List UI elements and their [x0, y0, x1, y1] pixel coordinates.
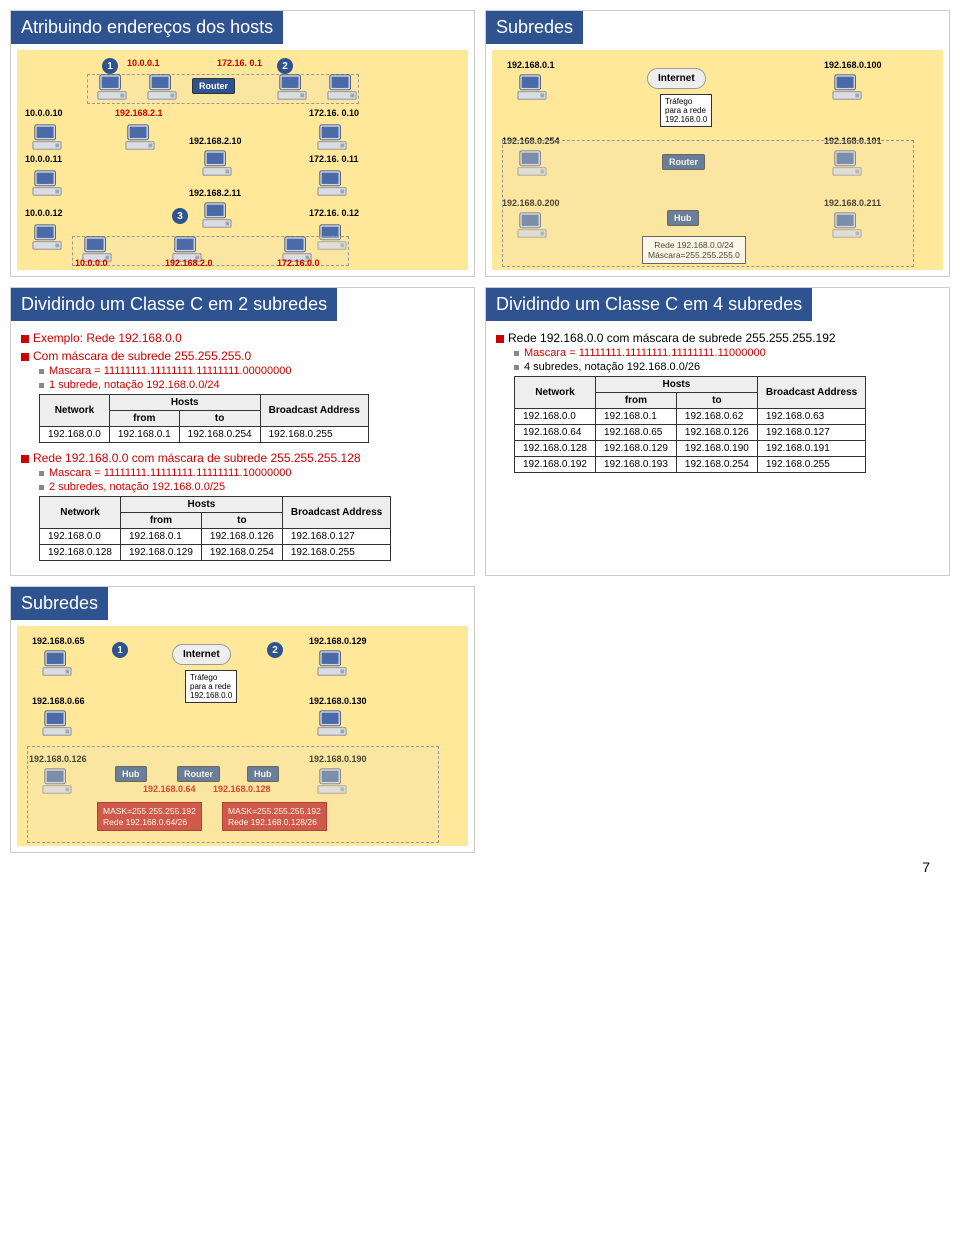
number-badge: 3	[172, 208, 188, 224]
slide-2: Subredes 192.168.0.1 Internet 192.168.0.10…	[485, 10, 950, 277]
pc-icon	[202, 200, 232, 230]
number-badge: 1	[112, 642, 128, 658]
pc-icon	[125, 122, 155, 152]
ip-label: 192.168.0.130	[309, 696, 367, 706]
slide3-body: Exemplo: Rede 192.168.0.0 Com máscara de…	[11, 321, 474, 575]
ip-label: 172.16. 0.12	[309, 208, 359, 218]
ip-label: 10.0.0.12	[25, 208, 63, 218]
bullet-mask0: Com máscara de subrede 255.255.255.0	[21, 349, 468, 363]
sub-mask192-bin: Mascara = 11111111.11111111.11111111.110…	[514, 347, 943, 359]
ip-label: 192.168.0.129	[309, 636, 367, 646]
ip-label: 192.168.0.100	[824, 60, 882, 70]
sub-mask128-bin: Mascara = 11111111.11111111.11111111.100…	[39, 467, 468, 479]
ip-label: 10.0.0.1	[127, 58, 160, 68]
pc-icon	[277, 72, 307, 102]
pc-icon	[32, 168, 62, 198]
pc-icon	[832, 72, 862, 102]
traffic-box: Tráfegopara a rede192.168.0.0	[185, 670, 237, 703]
pc-icon	[317, 168, 347, 198]
router-box: Router	[192, 78, 235, 94]
internet-cloud: Internet	[172, 644, 231, 665]
slide4-title: Dividindo um Classe C em 4 subredes	[486, 288, 812, 321]
pc-icon	[317, 708, 347, 738]
pc-icon	[42, 708, 72, 738]
pc-icon	[517, 72, 547, 102]
slide5-diagram: 192.168.0.65 1 Internet 2 192.168.0.129 Tráfe…	[17, 626, 468, 846]
pc-icon	[147, 72, 177, 102]
ip-label: 172.16. 0.11	[309, 154, 359, 164]
pc-icon	[32, 222, 62, 252]
slide-1: Atribuindo endereços dos hosts 10.0.0.11…	[10, 10, 475, 277]
bullet-mask192: Rede 192.168.0.0 com máscara de subrede …	[496, 331, 943, 345]
slide-grid: Atribuindo endereços dos hosts 10.0.0.11…	[10, 10, 950, 853]
sub-mask192-cidr: 4 subredes, notação 192.168.0.0/26	[514, 361, 943, 373]
bullet-mask128: Rede 192.168.0.0 com máscara de subrede …	[21, 451, 468, 465]
bullet-example: Exemplo: Rede 192.168.0.0	[21, 331, 468, 345]
ip-label: 192.168.2.0	[165, 258, 213, 268]
table-subnet-26: NetworkHostsBroadcast Addressfromto192.1…	[514, 376, 866, 473]
ip-label: 192.168.2.10	[189, 136, 242, 146]
slide2-diagram: 192.168.0.1 Internet 192.168.0.100 Tráfegop…	[492, 50, 943, 270]
ip-label: 172.16. 0.10	[309, 108, 359, 118]
pc-icon	[327, 72, 357, 102]
ip-label: 10.0.0.11	[25, 154, 62, 164]
slide-5: Subredes 192.168.0.651Internet2192.168.0…	[10, 586, 475, 853]
network-zone	[27, 746, 439, 843]
pc-icon	[97, 72, 127, 102]
ip-label: 172.16. 0.1	[217, 58, 262, 68]
network-zone	[502, 140, 914, 267]
pc-icon	[202, 148, 232, 178]
ip-label: 192.168.0.1	[507, 60, 555, 70]
slide5-title: Subredes	[11, 587, 108, 620]
traffic-box: Tráfegopara a rede192.168.0.0	[660, 94, 712, 127]
sub-mask128-cidr: 2 subredes, notação 192.168.0.0/25	[39, 481, 468, 493]
slide-3: Dividindo um Classe C em 2 subredes Exem…	[10, 287, 475, 576]
ip-label: 192.168.0.66	[32, 696, 85, 706]
table-subnet-24: NetworkHostsBroadcast Addressfromto192.1…	[39, 394, 369, 443]
ip-label: 192.168.2.1	[115, 108, 163, 118]
slide4-body: Rede 192.168.0.0 com máscara de subrede …	[486, 321, 949, 487]
pc-icon	[317, 648, 347, 678]
number-badge: 2	[267, 642, 283, 658]
pc-icon	[42, 648, 72, 678]
sub-mask0-cidr: 1 subrede, notação 192.168.0.0/24	[39, 379, 468, 391]
sub-mask0-bin: Mascara = 11111111.11111111.11111111.000…	[39, 365, 468, 377]
internet-cloud: Internet	[647, 68, 706, 89]
slide-4: Dividindo um Classe C em 4 subredes Rede…	[485, 287, 950, 576]
slide1-title: Atribuindo endereços dos hosts	[11, 11, 283, 44]
ip-label: 10.0.0.10	[25, 108, 63, 118]
page-number: 7	[10, 853, 950, 881]
table-subnet-25: NetworkHostsBroadcast Addressfromto192.1…	[39, 496, 391, 561]
ip-label: 10.0.0.0	[75, 258, 108, 268]
ip-label: 192.168.2.11	[189, 188, 241, 198]
slide2-title: Subredes	[486, 11, 583, 44]
slide1-diagram: 10.0.0.1172.16. 0.112Router10.0.0.10192.…	[17, 50, 468, 270]
pc-icon	[317, 122, 347, 152]
slide3-title: Dividindo um Classe C em 2 subredes	[11, 288, 337, 321]
ip-label: 172.16.0.0	[277, 258, 320, 268]
ip-label: 192.168.0.65	[32, 636, 85, 646]
pc-icon	[32, 122, 62, 152]
